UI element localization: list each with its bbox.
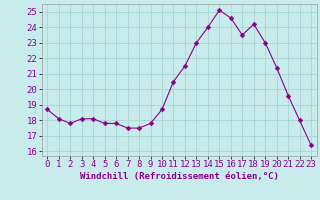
X-axis label: Windchill (Refroidissement éolien,°C): Windchill (Refroidissement éolien,°C) xyxy=(80,172,279,181)
